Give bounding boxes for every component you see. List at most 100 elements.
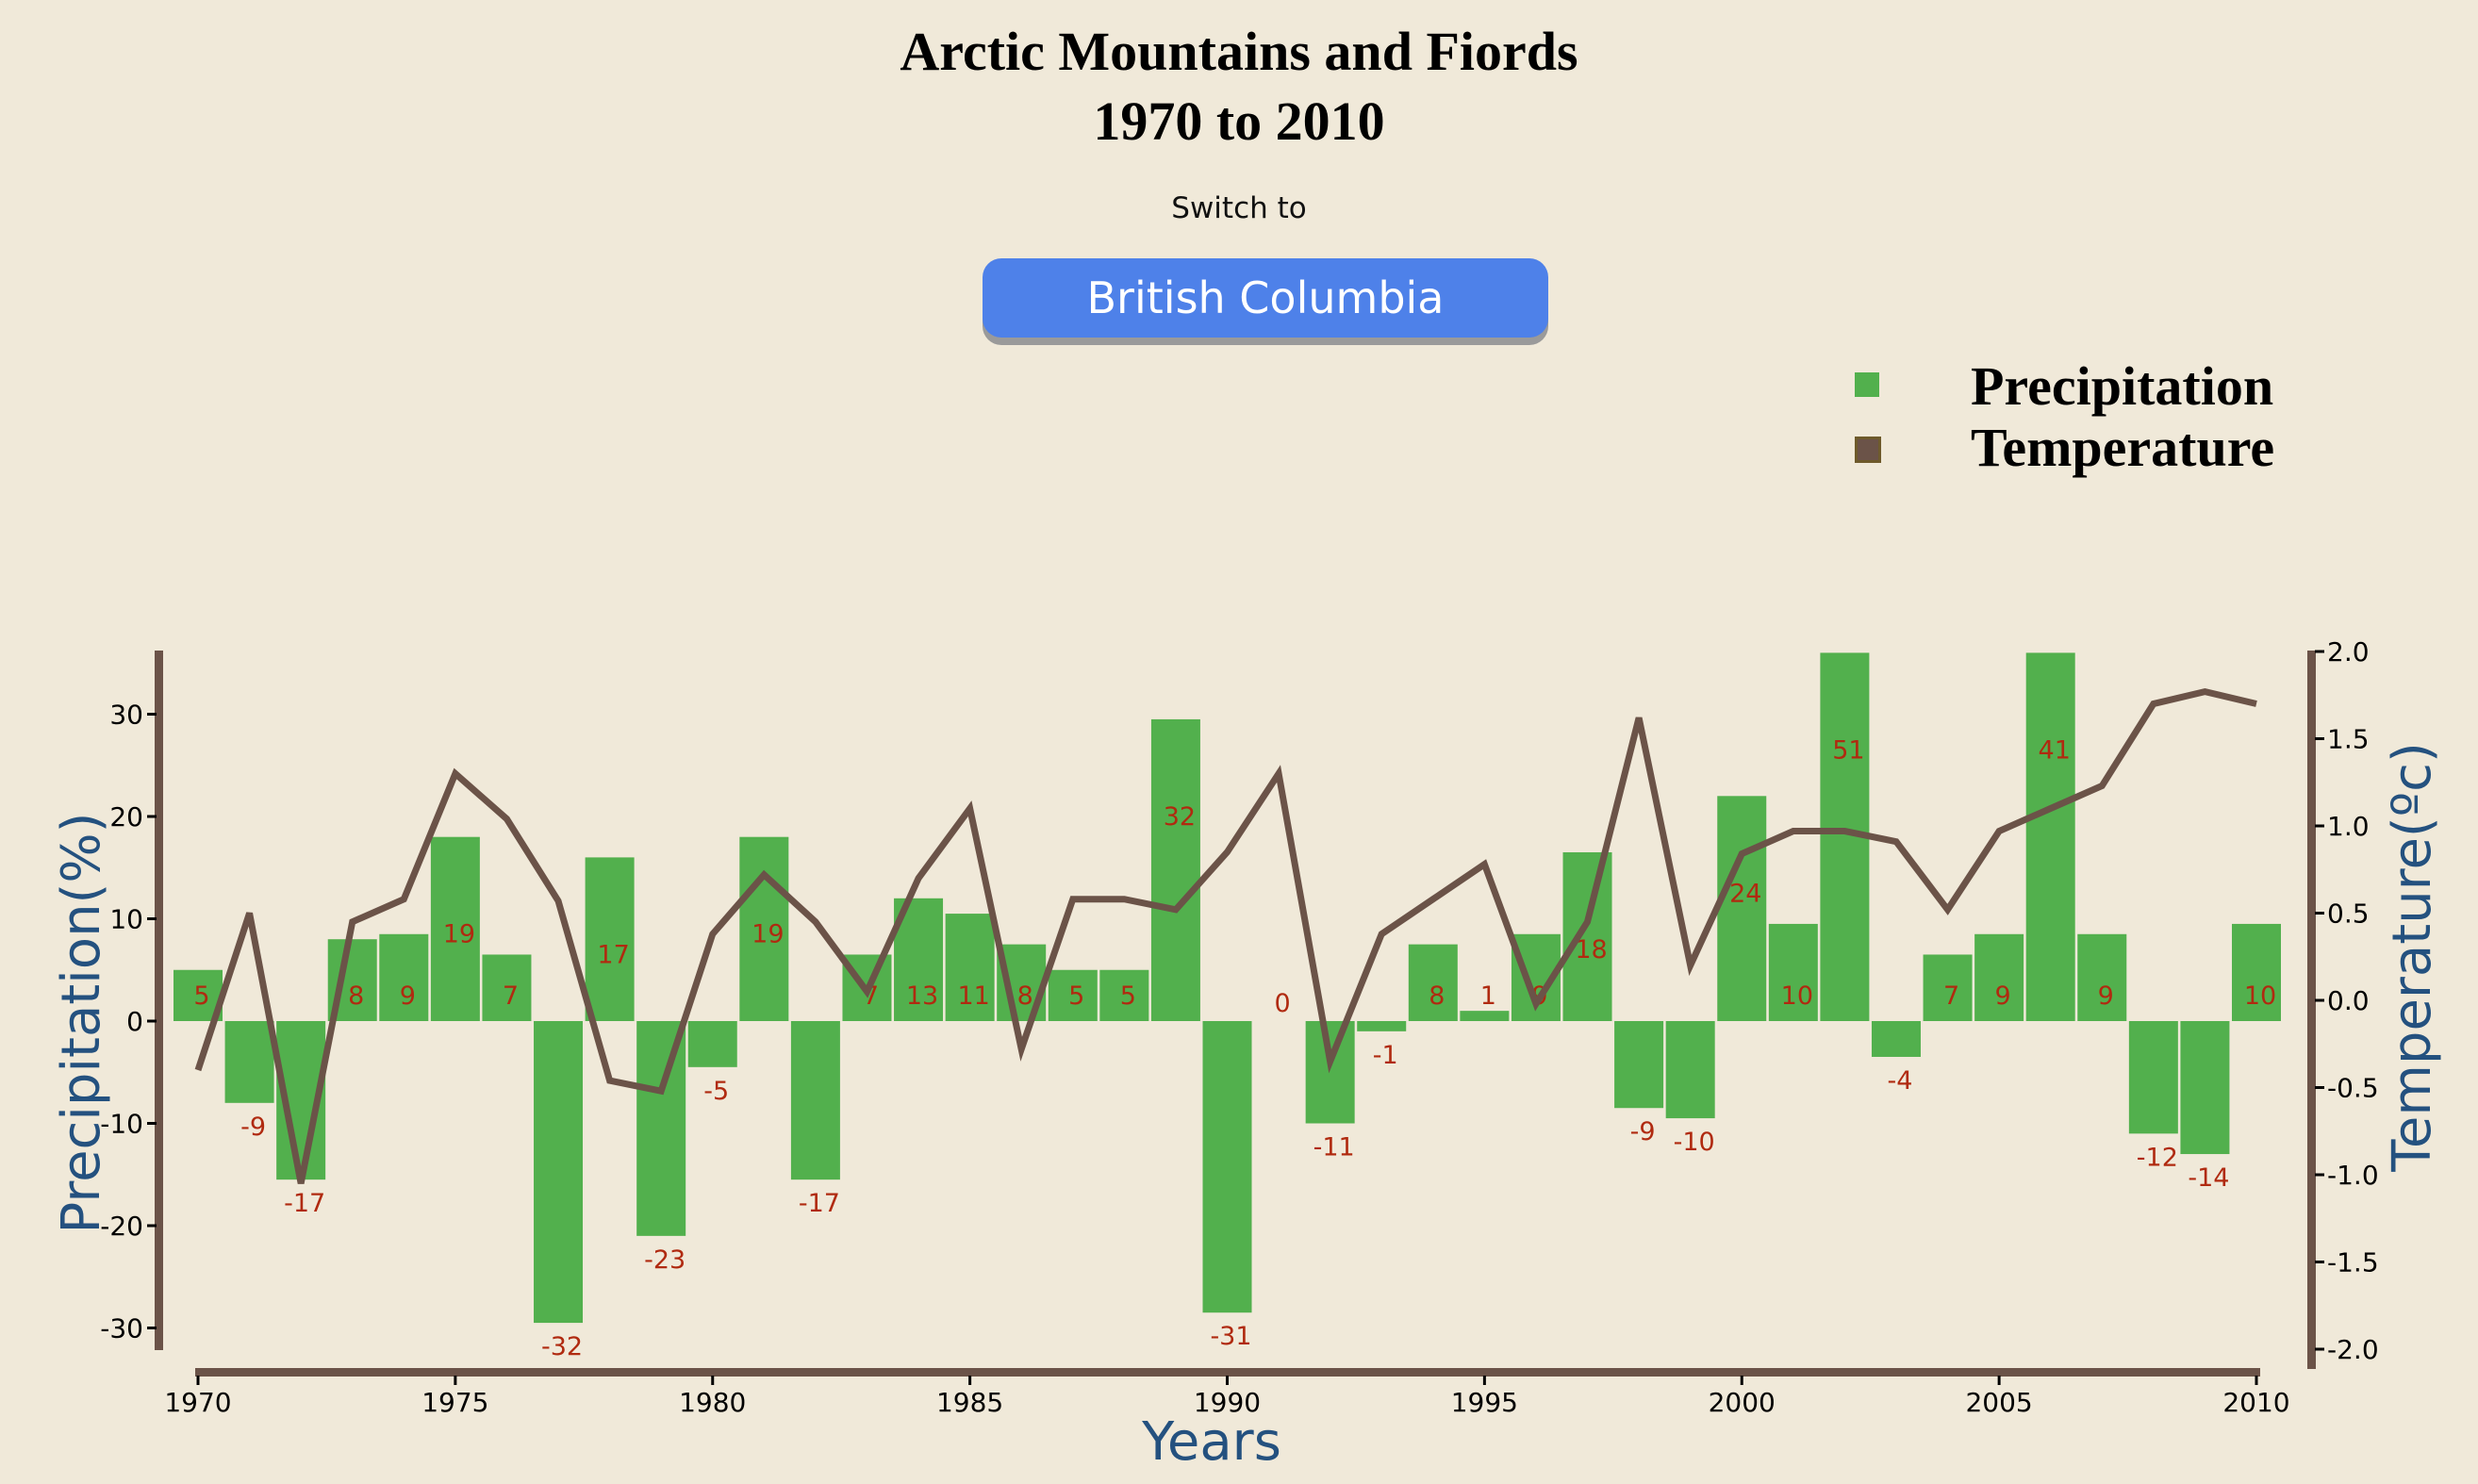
precipitation-bar-1988 bbox=[1099, 969, 1149, 1021]
bar-label-1989: 32 bbox=[1164, 802, 1196, 832]
bar-label-1981: 19 bbox=[752, 920, 784, 949]
bar-label-1986: 8 bbox=[1017, 981, 1033, 1011]
precipitation-bar-1997 bbox=[1562, 851, 1612, 1021]
bar-label-1997: 18 bbox=[1575, 935, 1607, 965]
chart-title-line1: Arctic Mountains and Fiords bbox=[900, 21, 1578, 82]
precipitation-bar-1998 bbox=[1614, 1021, 1664, 1109]
bar-label-2008: -12 bbox=[2137, 1143, 2178, 1172]
bar-label-1980: -5 bbox=[703, 1077, 729, 1106]
bar-label-1985: 11 bbox=[957, 981, 989, 1011]
bar-label-2001: 10 bbox=[1781, 981, 1813, 1011]
bar-label-1995: 1 bbox=[1480, 981, 1496, 1011]
bar-label-2000: 24 bbox=[1729, 879, 1761, 908]
y2-tick-label--1.5: -1.5 bbox=[2327, 1247, 2379, 1278]
temperature-line bbox=[194, 687, 2257, 1184]
precipitation-bar-1995 bbox=[1460, 1011, 1510, 1021]
bar-label-2004: 7 bbox=[1943, 981, 1959, 1011]
bar-label-1987: 5 bbox=[1068, 981, 1084, 1011]
precipitation-bar-1994 bbox=[1408, 944, 1458, 1021]
legend-temperature-label: Temperature bbox=[1971, 417, 2275, 478]
precipitation-bar-1979 bbox=[636, 1021, 686, 1236]
y2-tick-label--2.0: -2.0 bbox=[2327, 1334, 2379, 1365]
bar-label-1976: 7 bbox=[503, 981, 519, 1011]
precipitation-bar-1990 bbox=[1202, 1021, 1252, 1313]
y2-tick-label-0.5: 0.5 bbox=[2327, 899, 2370, 930]
bar-label-1971: -9 bbox=[240, 1113, 266, 1142]
precipitation-bar-2000 bbox=[1717, 796, 1767, 1021]
precipitation-bar-1989 bbox=[1150, 718, 1200, 1021]
chart-title-line2: 1970 to 2010 bbox=[1093, 91, 1385, 152]
bar-label-1979: -23 bbox=[644, 1245, 686, 1275]
temperature-line-layer bbox=[194, 687, 2257, 1184]
y-tick-label-0: 0 bbox=[126, 1006, 143, 1037]
precipitation-bar-1971 bbox=[224, 1021, 274, 1103]
precipitation-bar-1993 bbox=[1357, 1021, 1407, 1031]
precipitation-bar-1981 bbox=[739, 836, 789, 1021]
y2-tick-label-2.0: 2.0 bbox=[2327, 636, 2370, 668]
x-tick-label-1975: 1975 bbox=[421, 1387, 488, 1418]
y-tick-label--20: -20 bbox=[100, 1211, 143, 1242]
bar-label-2010: 10 bbox=[2244, 981, 2276, 1011]
precipitation-bar-1985 bbox=[945, 914, 995, 1021]
y-tick-label-10: 10 bbox=[109, 904, 143, 935]
bar-label-2006: 41 bbox=[2039, 735, 2071, 765]
switch-label: Switch to bbox=[1171, 191, 1307, 225]
y2-tick-label-1.0: 1.0 bbox=[2327, 811, 2370, 842]
axes: -30-20-100102030-2.0-1.5-1.0-0.50.00.51.… bbox=[100, 636, 2378, 1418]
y-tick-label-30: 30 bbox=[109, 700, 143, 731]
precipitation-bar-1978 bbox=[585, 857, 635, 1021]
legend-temperature-swatch bbox=[1855, 437, 1881, 463]
x-tick-label-1990: 1990 bbox=[1194, 1387, 1261, 1418]
precipitation-bar-2009 bbox=[2180, 1021, 2230, 1155]
precipitation-bar-2001 bbox=[1768, 923, 1818, 1021]
bar-label-2002: 51 bbox=[1832, 735, 1864, 765]
bars bbox=[173, 652, 2281, 1324]
bar-label-2007: 9 bbox=[2098, 981, 2114, 1011]
y2-axis-title: Temperature(ºc) bbox=[2382, 742, 2443, 1173]
precipitation-bar-2008 bbox=[2128, 1021, 2178, 1134]
bar-label-1970: 5 bbox=[193, 981, 209, 1011]
precipitation-bar-1976 bbox=[482, 954, 532, 1021]
bar-label-1998: -9 bbox=[1630, 1117, 1656, 1146]
bar-label-1978: 17 bbox=[597, 940, 629, 969]
x-tick-label-2010: 2010 bbox=[2222, 1387, 2289, 1418]
y-tick-label--10: -10 bbox=[100, 1109, 143, 1140]
bar-label-1988: 5 bbox=[1120, 981, 1136, 1011]
precipitation-bar-1977 bbox=[534, 1021, 584, 1324]
precipitation-bar-2003 bbox=[1871, 1021, 1921, 1057]
x-axis-line bbox=[195, 1368, 2260, 1377]
x-tick-label-2005: 2005 bbox=[1965, 1387, 2032, 1418]
bar-label-1994: 8 bbox=[1429, 981, 1445, 1011]
y-axis-title: Precipitation(%) bbox=[51, 813, 112, 1234]
precipitation-bar-2004 bbox=[1923, 954, 1973, 1021]
bar-label-1973: 8 bbox=[348, 981, 364, 1011]
bar-label-1991: 0 bbox=[1274, 989, 1290, 1018]
bar-label-1990: -31 bbox=[1210, 1322, 1251, 1351]
switch-region-button[interactable]: British Columbia bbox=[983, 258, 1548, 338]
bar-label-1977: -32 bbox=[541, 1332, 583, 1361]
y2-tick-label-1.5: 1.5 bbox=[2327, 724, 2370, 755]
bar-label-1999: -10 bbox=[1674, 1128, 1715, 1157]
precipitation-bar-2010 bbox=[2232, 923, 2281, 1021]
precipitation-bar-1999 bbox=[1665, 1021, 1715, 1119]
x-tick-label-1995: 1995 bbox=[1451, 1387, 1518, 1418]
bar-label-1975: 19 bbox=[443, 920, 475, 949]
precipitation-bar-2006 bbox=[2025, 652, 2075, 1021]
precipitation-bar-1975 bbox=[430, 836, 480, 1021]
x-tick-label-1970: 1970 bbox=[164, 1387, 231, 1418]
bar-label-1982: -17 bbox=[799, 1189, 840, 1218]
precipitation-bar-2007 bbox=[2077, 933, 2127, 1021]
y2-tick-label--1.0: -1.0 bbox=[2327, 1160, 2379, 1191]
precipitation-bar-1982 bbox=[790, 1021, 840, 1180]
y-axis-line bbox=[155, 651, 163, 1350]
bar-label-1972: -17 bbox=[284, 1189, 325, 1218]
bar-label-1984: 13 bbox=[906, 981, 938, 1011]
x-axis-title: Years bbox=[1141, 1411, 1281, 1473]
bar-label-2009: -14 bbox=[2188, 1163, 2229, 1193]
legend-precipitation-swatch bbox=[1855, 372, 1879, 397]
bar-label-1993: -1 bbox=[1373, 1041, 1398, 1070]
bar-label-1974: 9 bbox=[400, 981, 416, 1011]
y2-tick-label--0.5: -0.5 bbox=[2327, 1073, 2379, 1104]
